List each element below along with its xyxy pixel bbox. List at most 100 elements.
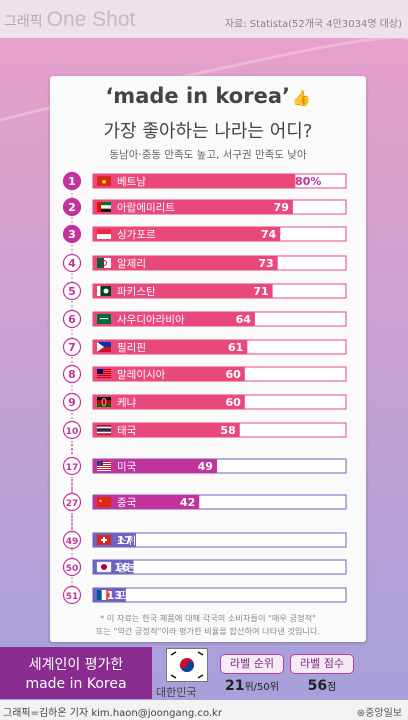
rank-number: 9 <box>68 396 76 409</box>
value-label: 79 <box>274 201 289 214</box>
value-label: 16 <box>114 561 130 574</box>
bar <box>93 312 255 326</box>
gap-dot <box>71 491 73 493</box>
country-label: 스위스 <box>117 534 146 547</box>
rank-badge-17 <box>62 456 82 476</box>
rank-number: 6 <box>68 313 76 326</box>
footnote-line2: 또는 "약간 긍정적"이라 평가한 비율을 합산하여 나타낸 것입니다. <box>95 626 321 636</box>
us-flag-icon <box>97 461 111 471</box>
rank-label: 라벨 순위 <box>220 654 284 674</box>
pk-flag-icon <box>97 286 111 296</box>
heart-icon: ♡ <box>301 177 310 188</box>
country-label: 알제리 <box>117 258 146 270</box>
ae-flag-icon <box>97 202 111 212</box>
gap-dot <box>71 479 73 481</box>
bar <box>93 227 281 241</box>
rank-number: 5 <box>68 285 76 298</box>
score-value: 56점 <box>307 678 337 694</box>
value-label: 71 <box>253 285 268 298</box>
value-label: 60 <box>225 396 241 409</box>
value-label: 49 <box>198 460 213 473</box>
country-label: 파키스탄 <box>117 286 156 298</box>
ke-flag-icon <box>97 397 111 407</box>
gap-dot <box>71 519 73 521</box>
bar <box>93 395 245 409</box>
rank-badge-5 <box>62 281 82 301</box>
value-label: 74 <box>261 228 277 241</box>
rank-badge-4 <box>62 253 82 273</box>
label-line2: made in Korea <box>25 676 127 692</box>
label-line1: 세계인이 평가한 <box>28 657 124 673</box>
country-label: 베트남 <box>117 176 146 188</box>
thumbs-up-icon: 👍 <box>291 89 311 107</box>
vn-flag-icon: ★ <box>97 176 111 186</box>
th-flag-icon <box>97 425 111 435</box>
bar <box>93 200 293 214</box>
rank-badge-3 <box>62 224 82 244</box>
country-label: 미국 <box>117 461 137 473</box>
logo: ⊛중앙일보 <box>356 708 402 719</box>
logo-icon: ⊛ <box>356 708 366 719</box>
value-label: 13 <box>107 589 122 602</box>
rank-number: 50 <box>66 564 79 574</box>
rank-number: 49 <box>66 537 79 547</box>
country-name: 대한민국 <box>156 686 197 699</box>
country-label: 케냐 <box>117 397 137 409</box>
rank-number: 4 <box>68 257 76 270</box>
rank-badge-9 <box>62 392 82 412</box>
svg-text:★: ★ <box>98 499 103 505</box>
country-label: 싱가포르 <box>117 229 156 241</box>
brand-en: One Shot <box>46 8 136 31</box>
gap-dot <box>71 515 73 517</box>
rank-badge-1 <box>62 171 82 191</box>
country-label: 아랍에미리트 <box>117 201 175 214</box>
rank-badge-2 <box>62 197 82 217</box>
gap-dot <box>71 448 73 450</box>
bar <box>93 256 278 270</box>
rank-badge-27 <box>62 492 82 512</box>
footer-bar <box>0 700 408 720</box>
score-label: 라벨 점수 <box>290 654 354 674</box>
rank-number: 17 <box>66 463 79 473</box>
value-label: 64 <box>236 313 252 326</box>
brand: 그래픽 One Shot <box>4 8 135 32</box>
chart-card <box>50 76 366 642</box>
header-bar <box>0 0 408 38</box>
rank-badge-10 <box>62 420 82 440</box>
my-flag-icon <box>97 369 111 378</box>
rank-number: 51 <box>66 592 79 602</box>
brand-kr: 그래픽 <box>4 14 43 30</box>
rank-badge-50 <box>62 557 82 577</box>
bar <box>93 284 273 298</box>
gap-dot <box>71 487 73 489</box>
country-label: 태국 <box>117 425 137 437</box>
rank-badge-7 <box>62 337 82 357</box>
rank-badge-6 <box>62 309 82 329</box>
chart-caption: 동남아·중동 만족도 높고, 서구권 만족도 낮아 <box>109 149 307 161</box>
rank-number: 2 <box>68 201 76 214</box>
jp-flag-icon <box>96 561 112 573</box>
bar <box>93 423 240 437</box>
rank-number: 3 <box>68 228 76 241</box>
gap-dot <box>71 527 73 529</box>
rank-number: 1 <box>68 175 76 188</box>
rank-badge-51 <box>62 585 82 605</box>
credit: 그래픽=김하온 기자 kim.haon@joongang.co.kr <box>3 708 222 719</box>
value-label: 80% <box>295 175 321 188</box>
gap-dot <box>71 444 73 446</box>
country-label: 중국 <box>117 497 137 509</box>
chart-title: ‘made in korea’ 👍 <box>105 84 311 108</box>
value-label: 42 <box>180 496 195 509</box>
ph-flag-icon <box>97 342 111 352</box>
value-label: 58 <box>220 424 235 437</box>
value-label: 73 <box>258 257 273 270</box>
cn-flag-icon: ★ <box>97 497 111 507</box>
bar <box>93 495 200 509</box>
rank-number: 7 <box>68 341 76 354</box>
footnote-line1: * 이 자료는 한국 제품에 대해 각국의 소비자들이 "매우 긍정적" <box>100 613 316 623</box>
gap-dot <box>71 483 73 485</box>
bar <box>93 459 217 473</box>
label-box: 세계인이 평가한 made in Korea <box>0 647 152 699</box>
rank-value: 21위/50위 <box>225 678 279 694</box>
sa-flag-icon <box>97 314 111 324</box>
